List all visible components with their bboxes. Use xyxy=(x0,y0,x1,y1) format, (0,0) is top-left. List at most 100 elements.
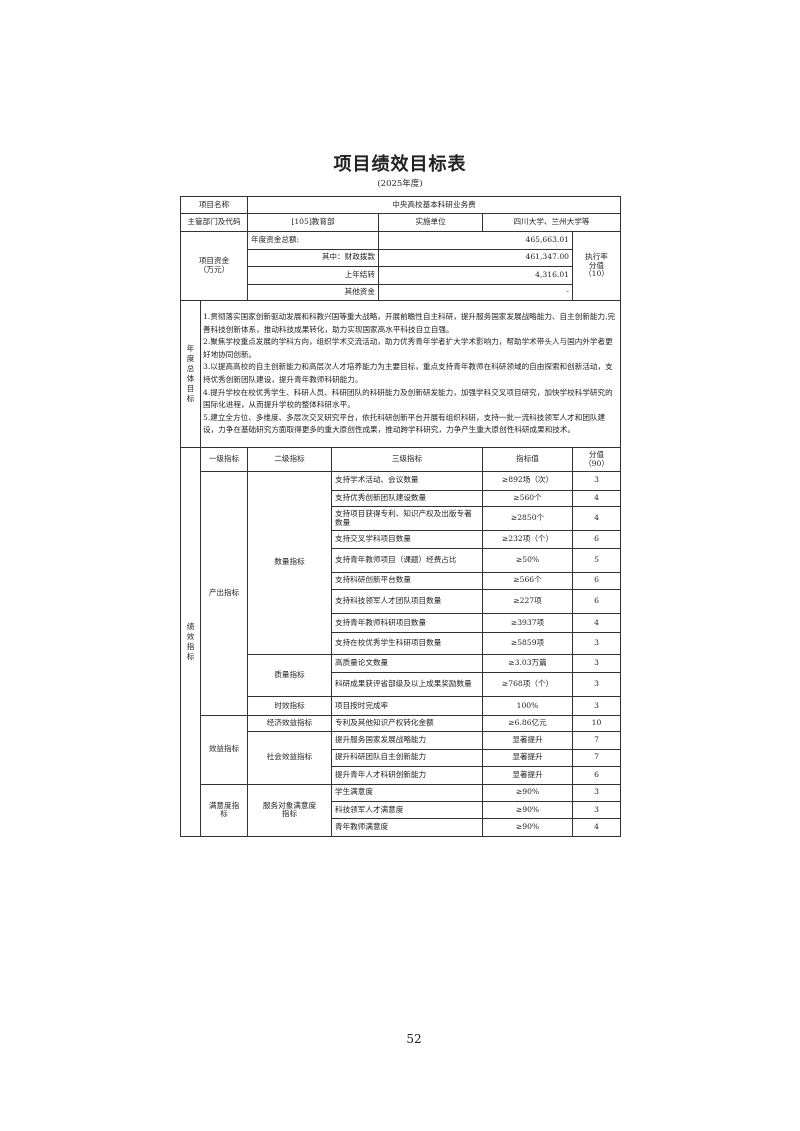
indicator-value: ≥768项（个） xyxy=(482,671,573,698)
goal-item: 5.建立全方位、多维度、多层次交叉研究平台，依托科研创新平台开展有组织科研，支持… xyxy=(203,412,606,435)
level1-benefit: 效益指标 xyxy=(200,714,248,785)
other-label: 其他资金 xyxy=(247,283,379,302)
project-name-label: 项目名称 xyxy=(180,196,248,214)
exec-line1: 执行率 xyxy=(585,252,608,262)
indicator-value: ≥232项（个） xyxy=(482,530,573,549)
funds-label: 项目资金 （万元） xyxy=(180,230,248,302)
page-title: 项目绩效目标表 xyxy=(333,154,467,175)
indicator-value: ≥892场（次） xyxy=(482,471,573,491)
indicator-value: 显著提升 xyxy=(482,730,573,750)
level2-service-satisfaction: 服务对象满意度指标 xyxy=(247,783,332,838)
indicator-value: 100% xyxy=(482,696,573,716)
indicator-value: ≥566个 xyxy=(482,571,573,590)
indicator-name: 支持交叉学科项目数量 xyxy=(331,530,483,549)
unit-label: 实施单位 xyxy=(378,213,483,232)
indicator-score: 6 xyxy=(572,765,621,785)
indicator-value: 显著提升 xyxy=(482,748,573,767)
indicator-name: 支持学术活动、会议数量 xyxy=(331,471,483,491)
indicator-score: 4 xyxy=(572,818,621,838)
level2-economic: 经济效益指标 xyxy=(247,714,332,732)
level1-satisfaction: 满意度指标 xyxy=(200,783,248,838)
page-subtitle: (2025年度) xyxy=(377,179,423,189)
indicator-score: 3 xyxy=(572,783,621,802)
page-number: 52 xyxy=(406,1032,422,1046)
indicator-score: 7 xyxy=(572,748,621,767)
other-value: - xyxy=(378,283,573,302)
goals-label: 年度总体目标 xyxy=(186,344,195,403)
indicator-value: ≥3937项 xyxy=(482,612,573,633)
exec-line3: （10） xyxy=(584,269,609,279)
carryover-value: 4,316.01 xyxy=(378,265,573,285)
goals-text: 1.贯彻落实国家创新驱动发展和科教兴国等重大战略，开展前瞻性自主科研，提升服务国… xyxy=(200,300,621,448)
total-label: 年度资金总额: xyxy=(247,231,379,250)
indicator-value: ≥50% xyxy=(482,547,573,573)
indicators-label: 绩效指标 xyxy=(186,622,195,661)
indicator-value: ≥3.03万篇 xyxy=(482,653,573,673)
level1-output: 产出指标 xyxy=(200,471,248,716)
indicator-name: 提升科研团队自主创新能力 xyxy=(331,748,483,767)
project-info-table: 项目名称 中央高校基本科研业务费 主管部门及代码 [105]教育部 实施单位 四… xyxy=(180,196,622,302)
indicator-score: 5 xyxy=(572,547,621,573)
indicator-score: 4 xyxy=(572,506,621,532)
indicator-score: 6 xyxy=(572,588,621,614)
indicator-name: 支持科技领军人才团队项目数量 xyxy=(331,588,483,614)
goal-item: 3.以提高高校的自主创新能力和高层次人才培养能力为主要目标，重点支持青年教师在科… xyxy=(203,362,613,384)
indicator-score: 6 xyxy=(572,530,621,549)
exec-rate-score: 执行率 分值 （10） xyxy=(571,230,622,302)
indicator-score: 4 xyxy=(572,489,621,508)
indicator-name: 项目按时完成率 xyxy=(331,696,483,716)
goal-item: 4.提升学校在校优秀学生、科研人员、科研团队的科研能力及创新研发能力，加强学科交… xyxy=(203,387,613,410)
header-score-line2: （90） xyxy=(584,458,609,468)
goals-table: 年度总体目标 1.贯彻落实国家创新驱动发展和科教兴国等重大战略，开展前瞻性自主科… xyxy=(180,300,621,448)
indicator-value: 显著提升 xyxy=(482,765,573,785)
total-value: 465,663.01 xyxy=(378,231,573,250)
indicator-score: 7 xyxy=(572,730,621,750)
header-level2: 二级指标 xyxy=(247,447,332,472)
funds-label-line2: （万元） xyxy=(198,265,230,275)
indicator-value: ≥6.86亿元 xyxy=(482,714,573,732)
indicator-name: 青年教师满意度 xyxy=(331,818,483,838)
indicator-score: 3 xyxy=(572,800,621,820)
indicator-score: 3 xyxy=(572,671,621,698)
indicator-name: 科研成果获评省部级及以上成果奖励数量 xyxy=(331,671,483,698)
indicator-score: 3 xyxy=(572,631,621,655)
project-name: 中央高校基本科研业务费 xyxy=(246,196,622,214)
indicator-value: ≥560个 xyxy=(482,489,573,508)
indicator-name: 支持青年教师项目（课题）经费占比 xyxy=(331,547,483,573)
indicator-score: 3 xyxy=(572,471,621,491)
indicators-table: 绩效指标 一级指标 二级指标 三级指标 指标值 分值 （90） 产出指标 数量指标… xyxy=(180,446,621,838)
header-level1: 一级指标 xyxy=(200,447,248,472)
indicator-score: 6 xyxy=(572,571,621,590)
level2-quantity: 数量指标 xyxy=(247,471,332,655)
indicator-value: ≥5859项 xyxy=(482,631,573,655)
indicator-value: ≥90% xyxy=(482,783,573,802)
header-value: 指标值 xyxy=(482,447,573,472)
exec-line2: 分值 xyxy=(588,260,605,270)
indicator-name: 支持青年教师科研项目数量 xyxy=(331,612,483,633)
indicator-name: 学生满意度 xyxy=(331,783,483,802)
fiscal-label: 其中：财政拨款 xyxy=(247,248,379,267)
indicator-name: 专利及其他知识产权转化金额 xyxy=(331,714,483,732)
indicator-name: 科技领军人才满意度 xyxy=(331,800,483,820)
indicator-score: 3 xyxy=(572,696,621,716)
indicator-name: 高质量论文数量 xyxy=(331,653,483,673)
dept-label: 主管部门及代码 xyxy=(180,213,248,232)
funds-label-line1: 项目资金 xyxy=(198,256,230,266)
indicator-score: 4 xyxy=(572,612,621,633)
indicator-value: ≥90% xyxy=(482,800,573,820)
goal-item: 2.聚焦学校重点发展的学科方向，组织学术交流活动，助力优秀青年学者扩大学术影响力… xyxy=(203,337,613,359)
fiscal-value: 461,347.00 xyxy=(378,248,573,267)
indicator-value: ≥90% xyxy=(482,818,573,838)
indicator-name: 提升青年人才科研创新能力 xyxy=(331,765,483,785)
header-score: 分值 （90） xyxy=(572,447,621,472)
indicator-name: 支持科研创新平台数量 xyxy=(331,571,483,590)
header-score-line1: 分值 xyxy=(588,449,605,459)
indicator-value: ≥227项 xyxy=(482,588,573,614)
unit-value: 四川大学、兰州大学等 xyxy=(481,213,622,232)
dept-value: [105]教育部 xyxy=(247,213,379,232)
indicator-score: 10 xyxy=(572,714,621,732)
indicator-name: 支持优秀创新团队建设数量 xyxy=(331,489,483,508)
level2-social: 社会效益指标 xyxy=(247,730,332,785)
carryover-label: 上年结转 xyxy=(247,265,379,285)
indicator-name: 支持项目获得专利、知识产权及出版专著数量 xyxy=(331,506,483,532)
